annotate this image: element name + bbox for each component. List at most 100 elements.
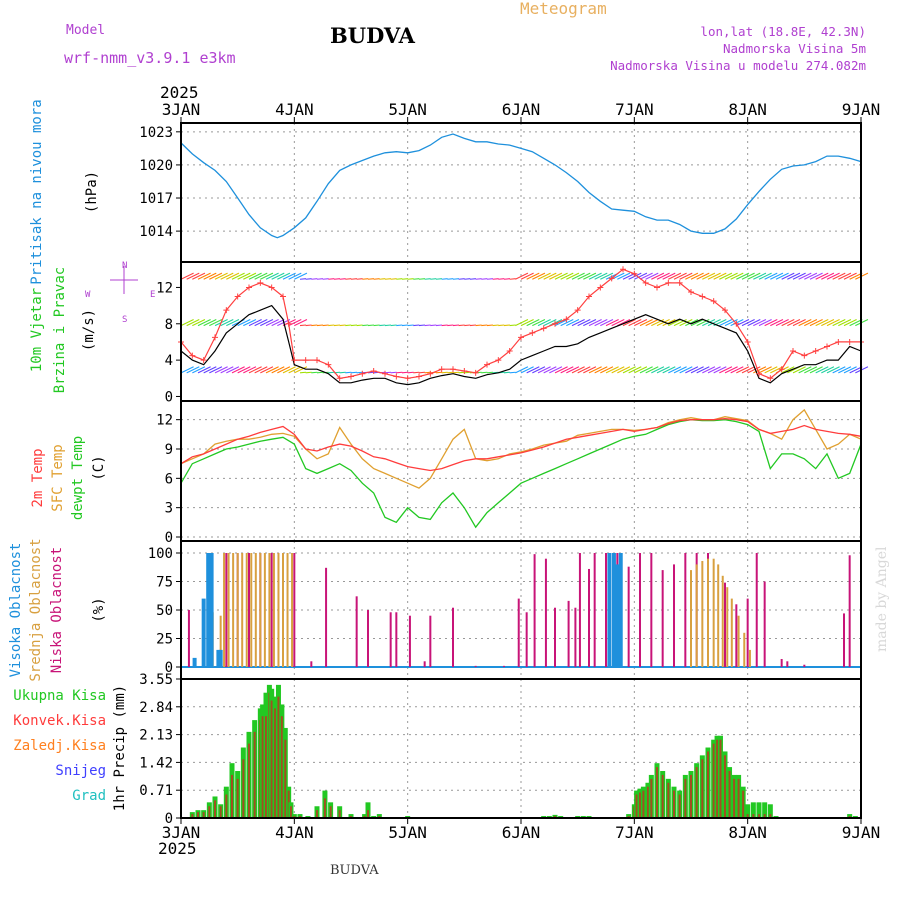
wind-arrow [747,272,761,280]
conv-precip-bar [678,794,681,818]
wind-arrow [809,272,823,280]
mid-cloud-bar [232,553,235,667]
wind-arrow [549,366,563,374]
wind-gust-marker [552,320,558,327]
low-cloud-bar [248,553,250,667]
y-tick-label: 0 [165,660,173,676]
wind-arrow [764,366,778,374]
wind-arrow [384,324,392,327]
wind-arrow [430,278,437,280]
wind-arrow [464,324,471,327]
wind-arrow [651,319,665,327]
y-tick-label: 4 [165,353,173,369]
wind-arrow [299,371,307,374]
wind-arrow [781,272,795,280]
low-cloud-bar [270,553,273,667]
conv-precip-bar [338,810,341,818]
wind-arrow [753,319,767,327]
wind-arrow [418,371,426,374]
wind-arrow [741,272,755,280]
low-cloud-bar [746,598,749,667]
wind-arrow [209,366,223,374]
wind-gust-marker [285,320,292,327]
elevation-label: Nadmorska Visina 5m [723,41,866,56]
conv-precip-bar [284,739,287,818]
wind-arrow [792,319,806,327]
wind-arrow [401,371,409,374]
wind-arrow [356,324,363,327]
legend-conv: Konvek.Kisa [13,713,106,729]
conv-precip-bar [752,814,755,818]
y-tick-label: 6 [165,471,173,487]
wind-gust-marker [812,348,819,355]
low-cloud-bar [503,665,505,667]
conv-precip-bar [277,696,280,818]
wind-gust-marker [676,279,683,286]
temperature-labels: 2m Temp SFC Temp dewpt Temp (C) [30,436,107,520]
wind-arrow [339,371,346,374]
wind-arrow [458,278,465,280]
wind-arrow [838,319,852,327]
wind-arrow [282,366,296,374]
wind-arrow [809,319,823,327]
wind-arrow [503,278,511,280]
wind-arrow [815,272,829,280]
wind-arrow [702,319,716,327]
wind-arrow [804,272,818,280]
mid-cloud-bar [277,553,280,667]
mid-cloud-bar [707,558,709,667]
wind-arrow [311,278,318,280]
wind-arrow [821,319,835,327]
wind-arrow [815,366,829,374]
wind-arrow [577,272,591,280]
wind-gust-marker [484,361,490,368]
mid-cloud-bar [227,553,230,667]
y-tick-label: 1014 [139,224,173,240]
wind-arrow [679,366,693,374]
cloud-labels: Visoka Oblacnost Srednja Oblacnost Niska… [8,538,107,681]
compass-e: E [150,290,155,300]
conv-precip-bar [690,774,692,818]
low-cloud-bar [325,567,328,667]
wind-arrow [543,319,557,327]
wind-arrow [203,319,217,327]
total-precip-bar [762,802,768,818]
wind-arrow [503,324,511,327]
wind-arrow [628,319,642,327]
wind-gust-marker [200,357,207,364]
wind-arrow [486,371,494,374]
wind-arrow [231,272,245,280]
low-cloud-bar [310,661,313,667]
mid-cloud-bar [236,553,239,667]
wind-arrow [350,371,358,374]
mid-cloud-bar [245,553,248,667]
wind-gust-marker [393,373,400,380]
wind-arrow [719,366,733,374]
wind-arrow [209,272,223,280]
conv-precip-bar [289,806,292,818]
temp-unit: (C) [91,455,107,480]
wind-arrow [384,371,392,374]
wind-arrow [254,272,268,280]
mid-cloud-bar [219,615,222,667]
y-tick-label: 1020 [139,158,173,174]
conv-precip-bar [639,792,641,818]
dewpt-line [180,419,862,529]
wind-arrow [770,366,784,374]
wind-arrow [656,272,670,280]
wind-arrow [611,366,625,374]
low-cloud-bar [429,615,432,667]
mid-cloud-bar [721,575,724,667]
y-tick-label: 0 [165,811,173,827]
wind-arrow [622,319,636,327]
model-elevation-label: Nadmorska Visina u modelu 274.082m [610,58,866,73]
wind-arrow [600,272,614,280]
wind-arrow [639,366,653,374]
conv-precip-bar [231,774,233,818]
wind-arrow [356,371,363,374]
conv-precip-bar [236,778,239,818]
wind-arrow [685,272,699,280]
wind-gust-marker [212,334,218,341]
wind-arrow [226,319,240,327]
wind-arrow [367,278,375,280]
